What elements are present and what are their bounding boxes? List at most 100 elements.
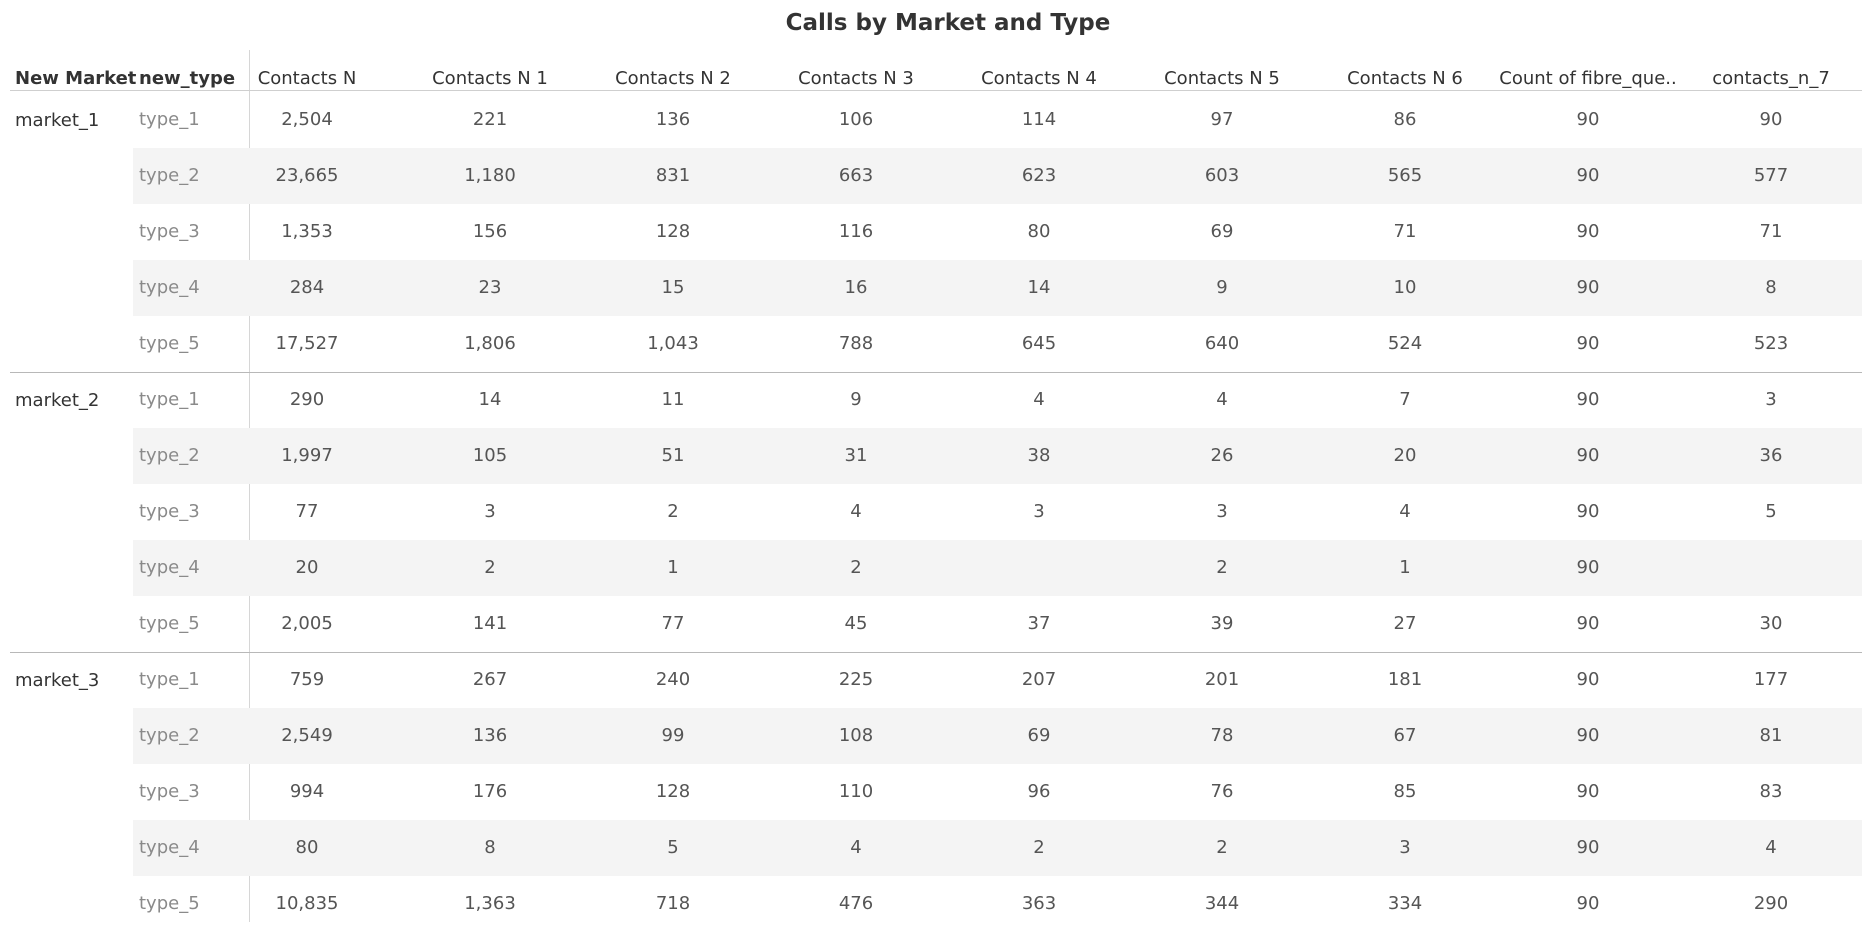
table-cell[interactable]: 3 xyxy=(1033,501,1045,522)
table-cell[interactable]: 16 xyxy=(844,277,868,298)
table-row[interactable]: type_1 290 14 11 9 4 4 7 90 3 xyxy=(133,372,1862,428)
type-label[interactable]: type_1 xyxy=(139,389,200,410)
table-cell[interactable]: 9 xyxy=(850,389,862,410)
table-cell[interactable]: 8 xyxy=(1765,277,1777,298)
market-label[interactable]: market_1 xyxy=(15,110,100,131)
table-cell[interactable]: 14 xyxy=(1027,277,1051,298)
table-cell[interactable]: 15 xyxy=(661,277,685,298)
table-cell[interactable]: 90 xyxy=(1576,613,1600,634)
type-label[interactable]: type_5 xyxy=(139,893,200,914)
table-cell[interactable]: 39 xyxy=(1210,613,1234,634)
table-cell[interactable]: 85 xyxy=(1393,781,1417,802)
table-cell[interactable]: 114 xyxy=(1021,109,1057,130)
table-cell[interactable]: 2 xyxy=(850,557,862,578)
table-cell[interactable]: 9 xyxy=(1216,277,1228,298)
table-row[interactable]: type_1 759 267 240 225 207 201 181 90 177 xyxy=(133,652,1862,708)
table-cell[interactable]: 4 xyxy=(850,501,862,522)
table-cell[interactable]: 90 xyxy=(1576,277,1600,298)
table-cell[interactable]: 77 xyxy=(661,613,685,634)
table-cell[interactable]: 565 xyxy=(1387,165,1423,186)
market-label[interactable]: market_3 xyxy=(15,670,100,691)
table-cell[interactable]: 99 xyxy=(661,725,685,746)
column-header[interactable]: Contacts N 3 xyxy=(798,68,914,89)
table-cell[interactable]: 136 xyxy=(655,109,691,130)
row-header-new-market[interactable]: New Market xyxy=(15,68,137,89)
table-cell[interactable]: 1,043 xyxy=(647,333,699,354)
table-cell[interactable]: 71 xyxy=(1393,221,1417,242)
table-cell[interactable]: 1,363 xyxy=(464,893,516,914)
table-row[interactable]: type_3 994 176 128 110 96 76 85 90 83 xyxy=(133,764,1862,820)
table-cell[interactable]: 90 xyxy=(1576,445,1600,466)
row-header-new-type[interactable]: new_type xyxy=(139,68,236,89)
table-row[interactable]: type_5 10,835 1,363 718 476 363 344 334 90 290 xyxy=(133,876,1862,932)
table-row[interactable]: type_3 1,353 156 128 116 80 69 71 90 71 xyxy=(133,204,1862,260)
table-cell[interactable]: 23 xyxy=(478,277,502,298)
table-cell[interactable]: 80 xyxy=(295,837,319,858)
table-row[interactable]: type_5 2,005 141 77 45 37 39 27 90 30 xyxy=(133,596,1862,652)
table-cell[interactable]: 10,835 xyxy=(275,893,339,914)
table-row[interactable]: type_1 2,504 221 136 106 114 97 86 90 90 xyxy=(133,92,1862,148)
table-cell[interactable]: 83 xyxy=(1759,781,1783,802)
table-row[interactable]: type_4 284 23 15 16 14 9 10 90 8 xyxy=(133,260,1862,316)
table-cell[interactable]: 577 xyxy=(1753,165,1789,186)
table-cell[interactable]: 77 xyxy=(295,501,319,522)
table-cell[interactable]: 141 xyxy=(472,613,508,634)
table-cell[interactable]: 97 xyxy=(1210,109,1234,130)
table-cell[interactable]: 1,997 xyxy=(281,445,333,466)
table-cell[interactable]: 2,005 xyxy=(281,613,333,634)
table-cell[interactable]: 20 xyxy=(1393,445,1417,466)
table-cell[interactable]: 90 xyxy=(1576,389,1600,410)
table-cell[interactable]: 4 xyxy=(850,837,862,858)
table-cell[interactable]: 86 xyxy=(1393,109,1417,130)
type-label[interactable]: type_4 xyxy=(139,837,200,858)
table-cell[interactable]: 290 xyxy=(289,389,325,410)
table-cell[interactable]: 106 xyxy=(838,109,874,130)
table-cell[interactable]: 76 xyxy=(1210,781,1234,802)
table-row[interactable]: type_3 77 3 2 4 3 3 4 90 5 xyxy=(133,484,1862,540)
table-cell[interactable]: 181 xyxy=(1387,669,1423,690)
type-label[interactable]: type_1 xyxy=(139,669,200,690)
table-cell[interactable]: 3 xyxy=(1216,501,1228,522)
table-cell[interactable]: 831 xyxy=(655,165,691,186)
table-cell[interactable]: 116 xyxy=(838,221,874,242)
table-cell[interactable]: 240 xyxy=(655,669,691,690)
table-cell[interactable]: 2 xyxy=(1216,837,1228,858)
table-cell[interactable]: 1,180 xyxy=(464,165,516,186)
table-cell[interactable]: 2 xyxy=(1033,837,1045,858)
table-cell[interactable]: 67 xyxy=(1393,725,1417,746)
table-cell[interactable]: 90 xyxy=(1576,837,1600,858)
table-cell[interactable]: 23,665 xyxy=(275,165,339,186)
column-header[interactable]: Contacts N 4 xyxy=(981,68,1097,89)
table-cell[interactable]: 20 xyxy=(295,557,319,578)
table-cell[interactable]: 476 xyxy=(838,893,874,914)
table-cell[interactable]: 788 xyxy=(838,333,874,354)
type-label[interactable]: type_3 xyxy=(139,221,200,242)
table-row[interactable]: type_2 1,997 105 51 31 38 26 20 90 36 xyxy=(133,428,1862,484)
table-cell[interactable]: 30 xyxy=(1759,613,1783,634)
table-cell[interactable]: 90 xyxy=(1576,221,1600,242)
table-cell[interactable]: 2 xyxy=(667,501,679,522)
table-cell[interactable]: 663 xyxy=(838,165,874,186)
table-cell[interactable]: 3 xyxy=(1399,837,1411,858)
table-cell[interactable]: 69 xyxy=(1210,221,1234,242)
table-cell[interactable]: 7 xyxy=(1399,389,1411,410)
table-cell[interactable]: 105 xyxy=(472,445,508,466)
table-cell[interactable]: 90 xyxy=(1576,669,1600,690)
table-cell[interactable]: 8 xyxy=(484,837,496,858)
type-label[interactable]: type_1 xyxy=(139,109,200,130)
table-cell[interactable]: 5 xyxy=(667,837,679,858)
table-cell[interactable]: 994 xyxy=(289,781,325,802)
table-cell[interactable]: 177 xyxy=(1753,669,1789,690)
table-cell[interactable]: 14 xyxy=(478,389,502,410)
table-cell[interactable]: 176 xyxy=(472,781,508,802)
column-header[interactable]: contacts_n_7 xyxy=(1712,68,1830,89)
table-cell[interactable]: 96 xyxy=(1027,781,1051,802)
table-row[interactable]: type_4 80 8 5 4 2 2 3 90 4 xyxy=(133,820,1862,876)
table-cell[interactable]: 27 xyxy=(1393,613,1417,634)
table-cell[interactable]: 69 xyxy=(1027,725,1051,746)
table-cell[interactable]: 718 xyxy=(655,893,691,914)
table-cell[interactable]: 2 xyxy=(1216,557,1228,578)
table-cell[interactable]: 128 xyxy=(655,781,691,802)
table-cell[interactable]: 78 xyxy=(1210,725,1234,746)
table-cell[interactable]: 221 xyxy=(472,109,508,130)
